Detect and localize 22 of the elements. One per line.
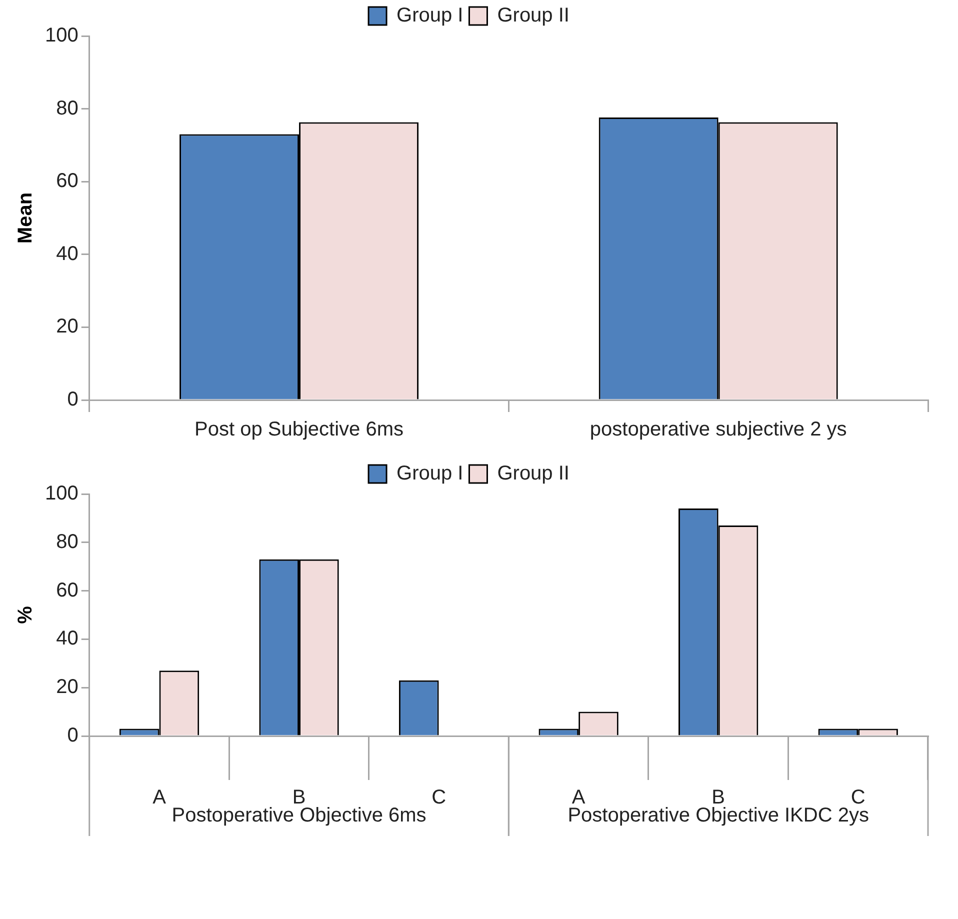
y-tick-label: 80: [56, 530, 78, 553]
y-tick-label: 40: [56, 242, 78, 265]
legend-label: Group I: [396, 462, 464, 485]
y-tick-label: 100: [44, 24, 78, 47]
x-tick-label: postoperative subjective 2 ys: [590, 418, 847, 441]
y-tick-label: 60: [56, 170, 78, 192]
x-tick-label: Post op Subjective 6ms: [194, 418, 404, 441]
y-axis-title: Mean: [14, 192, 37, 244]
x-tick-label: C: [432, 786, 446, 809]
y-tick-label: 20: [56, 316, 78, 338]
y-tick-label: 60: [56, 579, 78, 602]
y-tick-label: 0: [67, 388, 78, 411]
y-tick-label: 80: [56, 97, 78, 120]
y-tick-label: 20: [56, 676, 78, 698]
y-tick-label: 100: [44, 482, 78, 505]
y-axis-title: %: [14, 606, 37, 624]
y-tick-label: 0: [67, 724, 78, 747]
y-tick-label: 40: [56, 628, 78, 650]
legend-label: Group I: [396, 4, 464, 27]
legend-label: Group II: [497, 4, 570, 27]
x-tick-label: A: [152, 786, 167, 809]
legend-label: Group II: [497, 462, 570, 485]
